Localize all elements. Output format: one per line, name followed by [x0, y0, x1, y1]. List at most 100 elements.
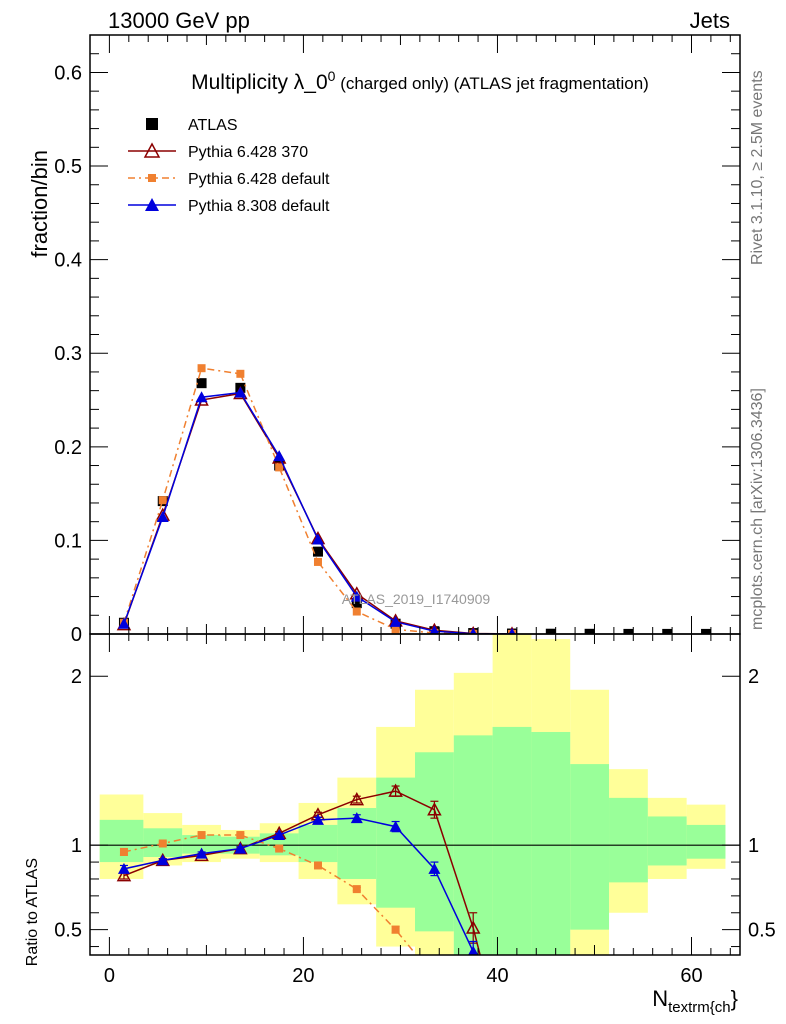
ratio-point-1-5: [313, 861, 322, 870]
ratio-point-1-2: [197, 831, 206, 840]
ratio-point-2-0: [117, 862, 130, 874]
x-tick-label-1: 20: [292, 965, 314, 987]
main-point-3-8: [429, 625, 440, 634]
y1-tick-label-6: 0.6: [54, 62, 82, 84]
main-point-0-15: [701, 628, 712, 634]
main-point-2-6: [352, 607, 361, 616]
y2-tick-label-left-0: 0.5: [54, 920, 82, 942]
legend-marker-0: [146, 118, 158, 130]
main-point-2-3: [236, 369, 245, 378]
main-series-3: [117, 386, 516, 634]
mcplots-label: mcplots.cern.ch [arXiv:1306.3436]: [749, 388, 766, 630]
main-point-3-1: [156, 511, 169, 523]
ratio-point-1-7: [391, 925, 400, 934]
legend-label-0: ATLAS: [188, 117, 238, 134]
ratio-point-1-4: [275, 844, 284, 853]
main-point-3-10: [508, 627, 516, 634]
main-point-2-2: [197, 364, 206, 373]
main-point-3-2: [195, 391, 208, 403]
ratio-point-0-0: [116, 868, 132, 882]
inner-band-bin-11: [531, 731, 571, 955]
y1-tick-label-2: 0.2: [54, 437, 82, 459]
legend-entry-1: Pythia 6.428 370: [128, 142, 308, 161]
inner-band-bin-12: [570, 764, 610, 930]
ratio-point-2-6: [350, 812, 363, 824]
y-axis-label-ratio: Ratio to ATLAS: [24, 858, 41, 966]
main-point-0-11: [545, 628, 556, 634]
main-point-2-1: [158, 496, 167, 505]
inner-band-bin-15: [686, 824, 726, 859]
main-point-0-5: [312, 546, 323, 557]
main-point-3-5: [311, 533, 324, 545]
ratio-point-2-9: [468, 945, 479, 955]
ratio-series-2: [117, 812, 479, 955]
main-point-0-14: [662, 628, 673, 634]
inner-band-bin-7: [376, 777, 415, 908]
main-point-3-7: [389, 615, 402, 627]
legend-marker-2: [148, 174, 156, 182]
ratio-point-2-5: [311, 813, 324, 825]
ratio-point-2-7: [389, 820, 402, 832]
ratio-point-0-7: [388, 783, 403, 797]
inner-band-bin-13: [609, 797, 648, 883]
legend-label-3: Pythia 8.308 default: [188, 198, 330, 215]
ratio-point-1-1: [158, 839, 167, 848]
main-point-2-7: [391, 625, 400, 634]
ratio-point-0-6: [349, 792, 365, 806]
axes: 0 20 40 60 0 0.1 0.2 0.3 0.4 0.5 0.6 0.5 0.5 1 1 2 2: [54, 34, 776, 987]
inner-band-bin-2: [182, 835, 221, 854]
ratio-point-1-6: [352, 885, 361, 894]
ratio-point-2-8: [428, 862, 441, 874]
y1-tick-label-5: 0.5: [54, 156, 82, 178]
main-panel-data: [116, 364, 712, 634]
y1-tick-label-3: 0.3: [54, 343, 82, 365]
y1-tick-label-0: 0: [71, 624, 82, 646]
main-point-3-9: [469, 627, 477, 634]
ratio-panel-data: [116, 783, 481, 955]
inner-band-bin-10: [492, 726, 532, 955]
ratio-point-0-8: [427, 802, 442, 816]
main-point-3-6: [350, 590, 363, 602]
inner-band-bin-14: [647, 816, 687, 866]
legend: ATLAS Pythia 6.428 370 Pythia 6.428 defaul…: [128, 117, 330, 215]
ratio-point-2-3: [234, 842, 247, 854]
main-point-0-2: [196, 378, 207, 389]
ratio-point-2-2: [195, 847, 208, 859]
x-tick-label-2: 40: [486, 965, 508, 987]
main-point-2-5: [313, 557, 322, 566]
main-point-0-6: [351, 598, 362, 609]
y1-tick-label-4: 0.4: [54, 250, 82, 272]
legend-label-1: Pythia 6.428 370: [188, 144, 308, 161]
x-tick-label-0: 0: [104, 965, 115, 987]
analysis-watermark: ATLAS_2019_I1740909: [342, 591, 491, 607]
legend-entry-0: ATLAS: [146, 117, 238, 134]
inner-band-bin-5: [298, 824, 338, 863]
main-point-2-4: [275, 463, 284, 472]
main-point-3-3: [234, 386, 247, 398]
chart-title: Multiplicity λ_00 (charged only) (ATLAS …: [191, 68, 649, 94]
main-point-3-4: [273, 450, 286, 462]
main-point-0-13: [623, 628, 634, 634]
y2-tick-label-right-1: 1: [748, 835, 759, 857]
y1-tick-label-1: 0.1: [54, 530, 82, 552]
y-axis-label-main: fraction/bin: [27, 150, 52, 258]
x-tick-label-3: 60: [680, 965, 702, 987]
x-axis-label: Ntextrm{ch}: [652, 986, 738, 1016]
ratio-panel-frame: [89, 633, 741, 956]
y2-tick-label-right-2: 2: [748, 666, 759, 688]
y2-tick-label-right-0: 0.5: [748, 920, 776, 942]
main-point-3-0: [117, 617, 130, 629]
header-right: Jets: [690, 8, 730, 33]
rivet-version-label: Rivet 3.1.10, ≥ 2.5M events: [749, 70, 766, 265]
ratio-point-2-4: [273, 829, 286, 841]
header-left: 13000 GeV pp: [108, 8, 250, 33]
ratio-point-2-1: [156, 854, 169, 866]
ratio-point-1-0: [119, 847, 128, 856]
ratio-uncertainty-bands: [90, 634, 740, 955]
legend-marker-3: [145, 198, 159, 211]
main-point-0-12: [584, 628, 595, 634]
legend-entry-2: Pythia 6.428 default: [128, 171, 330, 188]
legend-entry-3: Pythia 8.308 default: [128, 198, 330, 215]
legend-label-2: Pythia 6.428 default: [188, 171, 330, 188]
